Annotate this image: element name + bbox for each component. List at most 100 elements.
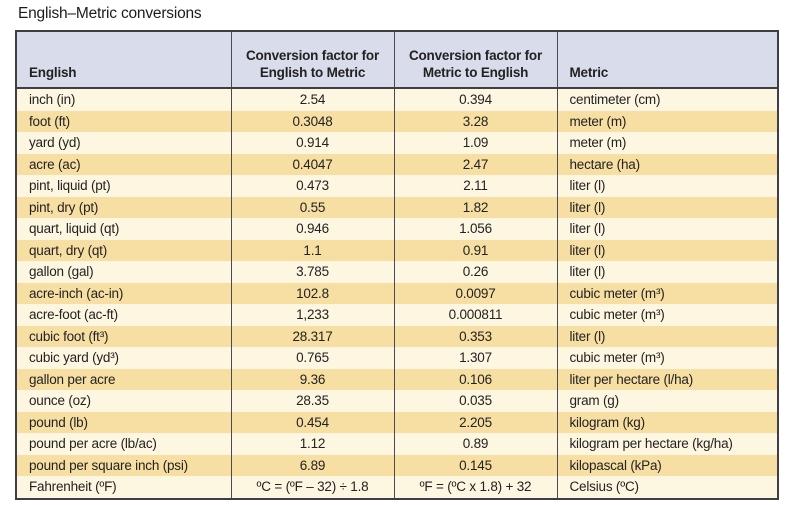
table-cell: pound (lb): [16, 411, 231, 433]
conversion-table: English Conversion factor for English to…: [15, 30, 779, 500]
table-cell: 0.000811: [393, 304, 557, 326]
table-row: pound (lb) 0.454 2.205 kilogram (kg): [16, 411, 778, 433]
table-cell: Fahrenheit (ºF): [16, 476, 231, 499]
table-row: pint, dry (pt) 0.55 1.82 liter (l): [16, 196, 778, 218]
table-row: quart, dry (qt) 1.1 0.91 liter (l): [16, 239, 778, 261]
table-cell: 0.473: [230, 175, 394, 197]
table-cell: 0.035: [393, 390, 557, 412]
table-cell: 1.1: [230, 239, 394, 261]
table-row: foot (ft) 0.3048 3.28 meter (m): [16, 110, 778, 132]
table-row: gallon (gal) 3.785 0.26 liter (l): [16, 261, 778, 283]
table-cell: ºF = (ºC x 1.8) + 32: [393, 476, 557, 499]
table-cell: ounce (oz): [16, 390, 231, 412]
table-row: pound per square inch (psi) 6.89 0.145 kilo…: [16, 454, 778, 476]
table-cell: quart, liquid (qt): [16, 218, 231, 240]
table-cell: 2.54: [230, 88, 394, 111]
table-row: gallon per acre 9.36 0.106 liter per hectar…: [16, 368, 778, 390]
table-row: inch (in) 2.54 0.394 centimeter (cm): [16, 88, 778, 111]
table-cell: 0.394: [393, 88, 557, 111]
table-cell: cubic yard (yd³): [16, 347, 231, 369]
table-row: pound per acre (lb/ac) 1.12 0.89 kilogram p…: [16, 433, 778, 455]
table-cell: 1.307: [393, 347, 557, 369]
column-header-metric: Metric: [556, 31, 778, 89]
table-cell: 0.353: [393, 325, 557, 347]
table-row: ounce (oz) 28.35 0.035 gram (g): [16, 390, 778, 412]
table-cell: liter (l): [556, 218, 778, 240]
table-row: acre-inch (ac-in) 102.8 0.0097 cubic meter …: [16, 282, 778, 304]
table-cell: 9.36: [230, 368, 394, 390]
table-row: yard (yd) 0.914 1.09 meter (m): [16, 132, 778, 154]
header-row: English Conversion factor for English to…: [16, 31, 778, 89]
table-cell: 0.454: [230, 411, 394, 433]
table-row: acre-foot (ac-ft) 1,233 0.000811 cubic mete…: [16, 304, 778, 326]
table-cell: yard (yd): [16, 132, 231, 154]
table-cell: 2.47: [393, 153, 557, 175]
table-cell: inch (in): [16, 88, 231, 111]
table-cell: liter (l): [556, 196, 778, 218]
table-cell: 28.317: [230, 325, 394, 347]
table-cell: acre-inch (ac-in): [16, 282, 231, 304]
table-cell: 28.35: [230, 390, 394, 412]
table-cell: cubic meter (m³): [556, 304, 778, 326]
table-cell: 0.4047: [230, 153, 394, 175]
table-row: cubic yard (yd³) 0.765 1.307 cubic meter (m…: [16, 347, 778, 369]
table-cell: acre-foot (ac-ft): [16, 304, 231, 326]
table-cell: cubic meter (m³): [556, 347, 778, 369]
table-cell: liter (l): [556, 239, 778, 261]
table-cell: 102.8: [230, 282, 394, 304]
table-cell: pound per square inch (psi): [16, 454, 231, 476]
table-row: acre (ac) 0.4047 2.47 hectare (ha): [16, 153, 778, 175]
page-title: English–Metric conversions: [18, 5, 202, 22]
table-cell: meter (m): [556, 132, 778, 154]
table-cell: 0.26: [393, 261, 557, 283]
table-cell: centimeter (cm): [556, 88, 778, 111]
column-header-metric-to-english: Conversion factor for Metric to English: [393, 31, 557, 89]
table-cell: Celsius (ºC): [556, 476, 778, 499]
table-cell: gallon per acre: [16, 368, 231, 390]
table-cell: 1,233: [230, 304, 394, 326]
column-header-english-to-metric: Conversion factor for English to Metric: [230, 31, 394, 89]
table-cell: pint, dry (pt): [16, 196, 231, 218]
table-cell: 3.28: [393, 110, 557, 132]
table-cell: 2.11: [393, 175, 557, 197]
table-cell: 1.82: [393, 196, 557, 218]
table-cell: 0.89: [393, 433, 557, 455]
table-cell: acre (ac): [16, 153, 231, 175]
table-cell: 0.106: [393, 368, 557, 390]
table-cell: liter per hectare (l/ha): [556, 368, 778, 390]
table-cell: 0.91: [393, 239, 557, 261]
table-cell: 0.765: [230, 347, 394, 369]
table-cell: hectare (ha): [556, 153, 778, 175]
table-cell: 0.946: [230, 218, 394, 240]
table-row: cubic foot (ft³) 28.317 0.353 liter (l): [16, 325, 778, 347]
table-cell: liter (l): [556, 325, 778, 347]
table-row: quart, liquid (qt) 0.946 1.056 liter (l): [16, 218, 778, 240]
table-cell: ºC = (ºF – 32) ÷ 1.8: [230, 476, 394, 499]
column-header-english: English: [16, 31, 231, 89]
table-cell: cubic foot (ft³): [16, 325, 231, 347]
table-cell: 6.89: [230, 454, 394, 476]
table-cell: foot (ft): [16, 110, 231, 132]
table-body: inch (in) 2.54 0.394 centimeter (cm) foot (f…: [16, 88, 778, 499]
table-cell: gram (g): [556, 390, 778, 412]
table-cell: 1.12: [230, 433, 394, 455]
table-cell: kilopascal (kPa): [556, 454, 778, 476]
table-cell: cubic meter (m³): [556, 282, 778, 304]
table-cell: liter (l): [556, 261, 778, 283]
table-cell: quart, dry (qt): [16, 239, 231, 261]
table-cell: meter (m): [556, 110, 778, 132]
table-cell: pound per acre (lb/ac): [16, 433, 231, 455]
table-cell: 0.145: [393, 454, 557, 476]
table-cell: 1.056: [393, 218, 557, 240]
table-cell: liter (l): [556, 175, 778, 197]
table-cell: 2.205: [393, 411, 557, 433]
table-cell: kilogram (kg): [556, 411, 778, 433]
table-cell: 3.785: [230, 261, 394, 283]
table-cell: 0.0097: [393, 282, 557, 304]
table-cell: 0.914: [230, 132, 394, 154]
table-cell: gallon (gal): [16, 261, 231, 283]
table-cell: 0.55: [230, 196, 394, 218]
table-cell: 0.3048: [230, 110, 394, 132]
table-row: Fahrenheit (ºF) ºC = (ºF – 32) ÷ 1.8 ºF = …: [16, 476, 778, 499]
